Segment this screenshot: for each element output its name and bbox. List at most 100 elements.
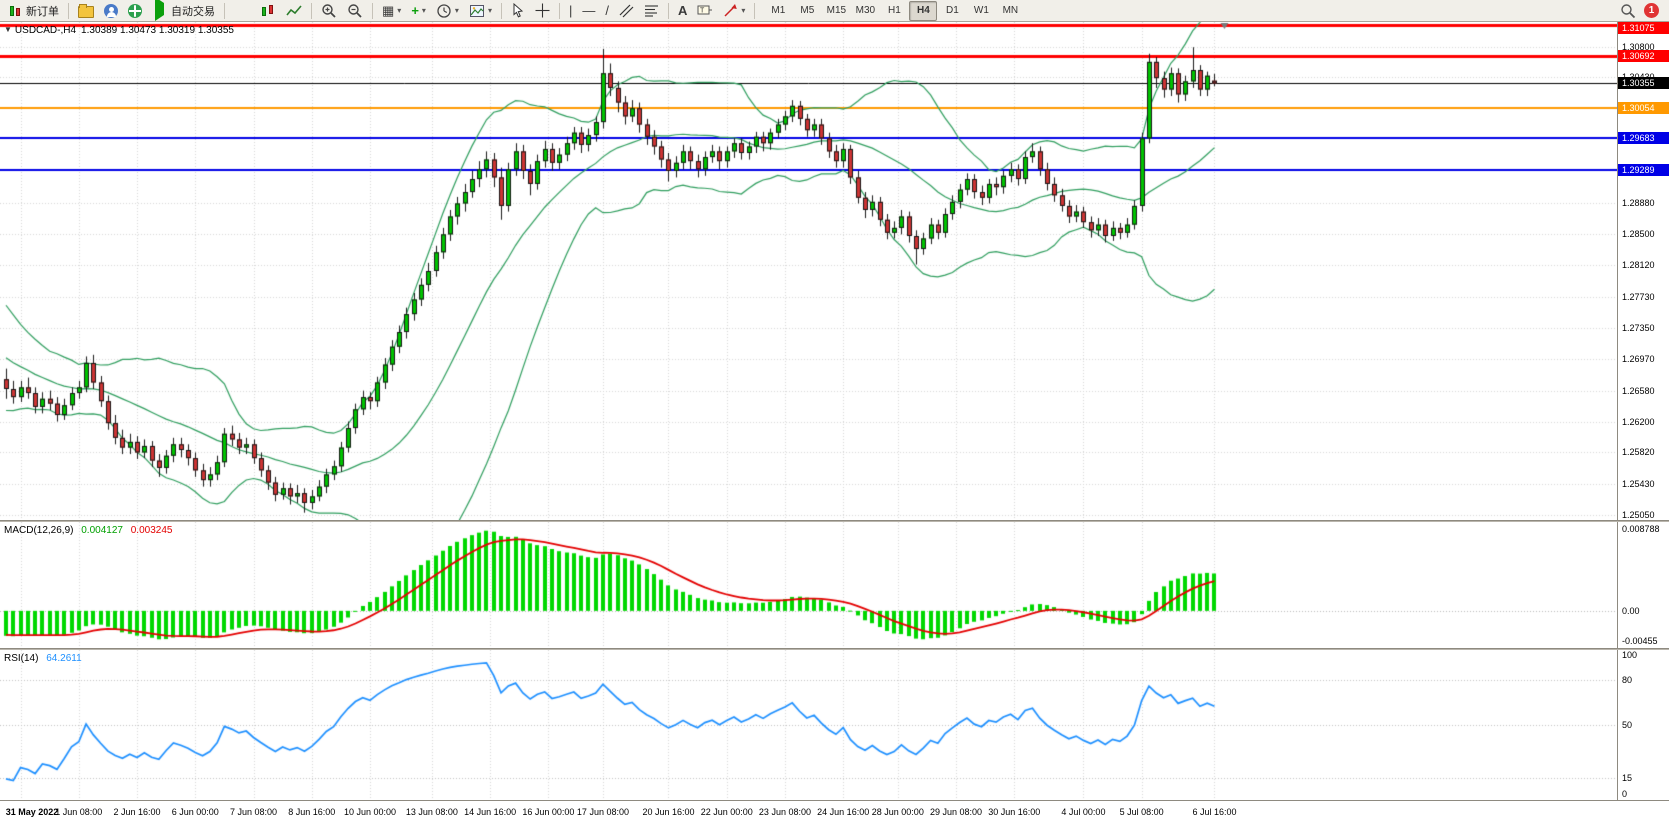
zoom-in-button[interactable] [317, 0, 341, 22]
time-axis-label: 10 Jun 00:00 [343, 807, 397, 817]
arrows-button[interactable]: ▾ [719, 0, 749, 22]
line-chart-icon [286, 4, 302, 15]
toolbar-separator [500, 2, 502, 19]
tile-windows-icon: ▦ [382, 3, 395, 18]
rsi-canvas[interactable] [0, 650, 1617, 800]
hline-price-tag: 1.29683 [1618, 132, 1669, 145]
community-button[interactable] [124, 0, 146, 22]
chart-title: ▼ USDCAD-,H4 1.30389 1.30473 1.30319 1.303… [4, 25, 234, 36]
rsi-axis-label: 0 [1622, 789, 1628, 799]
horizontal-line-button[interactable]: — [578, 0, 599, 22]
rsi-axis-label: 50 [1622, 720, 1633, 730]
rsi-axis[interactable]: 100 80 50 15 0 [1617, 650, 1669, 800]
macd-panel: MACD(12,26,9) 0.004127 0.003245 0.008788… [0, 522, 1669, 648]
timeframe-button-m1[interactable]: M1 [771, 5, 786, 16]
timeframe-button-m15[interactable]: M15 [826, 5, 847, 16]
macd-label-row: MACD(12,26,9) 0.004127 0.003245 [4, 525, 172, 536]
text-label-icon: T [697, 5, 713, 15]
rsi-axis-label: 15 [1622, 772, 1633, 783]
play-icon [155, 0, 164, 21]
chevron-down-icon: ▾ [454, 5, 459, 15]
ohlc-values-label: 1.30389 1.30473 1.30319 1.30355 [81, 25, 234, 36]
channel-button[interactable] [615, 0, 638, 22]
toolbar-separator [558, 2, 560, 19]
notification-badge[interactable]: 1 [1644, 3, 1659, 18]
timeframe-button-w1[interactable]: W1 [973, 5, 989, 16]
templates-button[interactable]: ▾ [465, 0, 496, 22]
new-order-button[interactable]: 新订单 [3, 0, 63, 22]
time-axis-label: 4 Jul 00:00 [1061, 807, 1106, 817]
toolbar-separator [667, 2, 669, 19]
candlestick-chart-button[interactable] [256, 0, 280, 22]
chart-title-collapse-icon[interactable]: ▼ [4, 25, 12, 34]
toolbar-separator [372, 2, 373, 19]
text-label-button[interactable]: T [693, 0, 717, 22]
time-axis-label: 23 Jun 08:00 [758, 807, 811, 817]
time-axis-label: 2 Jun 16:00 [113, 807, 161, 817]
hline-price-tag: 1.31075 [1618, 22, 1669, 34]
text-tool-icon: A [677, 3, 688, 18]
candlestick-chart-icon [260, 3, 276, 19]
fibonacci-button[interactable] [640, 0, 663, 22]
time-axis-label: 20 Jun 16:00 [642, 807, 695, 817]
timeframe-button-mn[interactable]: MN [1002, 5, 1019, 16]
zoom-in-icon [322, 3, 336, 18]
price-chart-canvas[interactable] [0, 22, 1617, 520]
timeframe-button-m5[interactable]: M5 [800, 5, 815, 16]
text-button[interactable]: A [674, 0, 691, 22]
panel-divider[interactable] [0, 648, 1669, 650]
time-axis-label: 29 Jun 08:00 [930, 807, 983, 817]
metaquotes-profile-button[interactable] [100, 0, 122, 22]
time-axis-label: 5 Jul 08:00 [1119, 807, 1164, 817]
trendline-button[interactable]: / [601, 0, 613, 22]
macd-label: MACD(12,26,9) [4, 525, 74, 536]
cursor-button[interactable] [507, 0, 529, 22]
svg-text:T: T [700, 8, 705, 15]
line-chart-button[interactable] [282, 0, 306, 22]
bar-chart-button[interactable] [230, 0, 254, 22]
autotrading-button[interactable]: 自动交易 [148, 0, 219, 22]
chevron-down-icon: ▾ [397, 5, 402, 15]
macd-main-value: 0.004127 [81, 525, 123, 536]
hline-price-tag: 1.30054 [1618, 101, 1669, 114]
periods-button[interactable]: ▾ [432, 0, 463, 22]
price-chart-panel: ▼ USDCAD-,H4 1.30389 1.30473 1.30319 1.303… [0, 22, 1669, 520]
toolbar: 新订单 自动交易 [0, 0, 1669, 22]
rsi-axis-label: 80 [1622, 675, 1633, 685]
macd-canvas[interactable] [0, 522, 1617, 648]
template-image-icon [469, 4, 484, 17]
globe-icon [128, 4, 142, 18]
rsi-value: 64.2611 [46, 653, 82, 664]
zoom-out-icon [348, 3, 362, 18]
current-price-tag: 1.30355 [1618, 77, 1669, 90]
crosshair-button[interactable] [531, 0, 554, 22]
profile-icon [104, 4, 118, 18]
vertical-line-icon: | [568, 3, 573, 18]
cursor-icon [513, 3, 524, 18]
indicators-button[interactable]: + ▾ [407, 0, 430, 22]
panel-divider[interactable] [0, 520, 1669, 522]
zoom-out-button[interactable] [343, 0, 367, 22]
price-axis-label: 1.28500 [1622, 229, 1655, 240]
price-axis-label: 1.30800 [1622, 42, 1655, 53]
timeframe-button-h1[interactable]: H1 [887, 5, 901, 16]
time-axis[interactable]: 31 May 2022 1 Jun 08:00 2 Jun 16:00 6 Jun 0… [0, 800, 1669, 826]
timeframe-button-h4[interactable]: H4 [909, 0, 938, 21]
metaeditor-button[interactable] [74, 0, 98, 22]
timeframe-button-d1[interactable]: D1 [945, 5, 959, 16]
tile-windows-button[interactable]: ▦ ▾ [378, 0, 405, 22]
macd-axis[interactable]: 0.008788 0.00 -0.00455 [1617, 522, 1669, 648]
symbol-period-label: USDCAD-,H4 [14, 25, 77, 36]
time-axis-label: 30 Jun 16:00 [988, 807, 1041, 817]
search-icon[interactable] [1620, 3, 1636, 19]
vertical-line-button[interactable]: | [565, 0, 576, 22]
time-axis-label: 14 Jun 16:00 [464, 807, 517, 817]
clock-icon [437, 3, 451, 18]
price-axis[interactable]: 1.30800 1.30430 1.28880 1.28500 1.28120 1.277… [1617, 22, 1669, 520]
new-order-label: 新订单 [26, 5, 59, 18]
time-axis-label: 22 Jun 00:00 [700, 807, 753, 817]
macd-axis-label: 0.00 [1622, 605, 1640, 616]
timeframe-button-m30[interactable]: M30 [855, 5, 876, 16]
price-axis-label: 1.25430 [1622, 479, 1655, 490]
